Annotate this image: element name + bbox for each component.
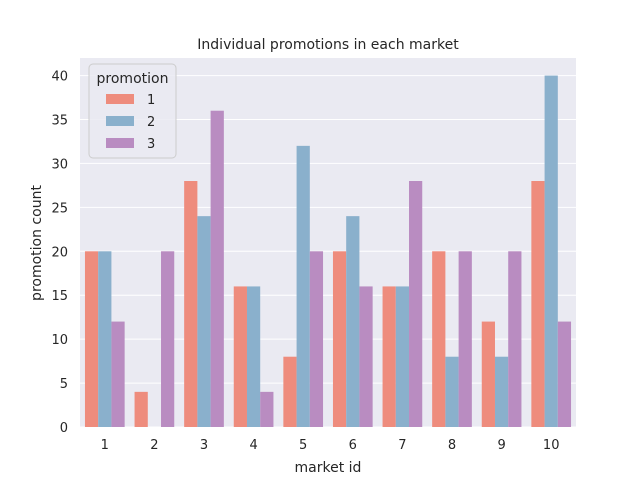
- y-tick-label: 0: [60, 421, 68, 436]
- bar-market-3-promotion-2: [197, 216, 211, 427]
- x-tick-label: 2: [150, 438, 158, 453]
- legend-label: 2: [147, 115, 155, 130]
- y-tick-label: 5: [60, 377, 68, 392]
- bar-market-1-promotion-1: [84, 251, 99, 427]
- y-tick-label: 40: [51, 70, 68, 85]
- bar-market-5-promotion-3: [309, 251, 324, 427]
- bar-market-10-promotion-1: [531, 181, 545, 427]
- bar-market-3-promotion-3: [210, 110, 224, 427]
- x-tick-label: 1: [101, 438, 109, 453]
- bar-market-8-promotion-3: [458, 251, 472, 427]
- legend-box: [88, 63, 177, 159]
- legend-swatch: [106, 138, 134, 148]
- bar-market-6-promotion-1: [332, 251, 347, 427]
- bar-market-7-promotion-3: [409, 181, 423, 427]
- bar-market-6-promotion-2: [346, 216, 360, 427]
- chart-title: Individual promotions in each market: [197, 37, 459, 53]
- legend-swatch: [106, 94, 134, 104]
- y-tick-label: 15: [51, 289, 68, 304]
- y-tick-label: 35: [51, 114, 68, 129]
- bar-market-1-promotion-3: [111, 321, 125, 427]
- bar-market-4-promotion-1: [233, 286, 247, 427]
- bar-market-6-promotion-3: [359, 286, 373, 427]
- y-tick-label: 20: [51, 245, 68, 260]
- y-tick-label: 25: [51, 201, 68, 216]
- bar-market-4-promotion-3: [260, 391, 274, 427]
- bar-market-9-promotion-1: [481, 321, 495, 427]
- x-tick-label: 7: [398, 438, 406, 453]
- bars: [84, 75, 572, 428]
- x-tick-labels: 1 2 3 4 5 6 7 8 9 10: [101, 438, 560, 453]
- x-tick-label: 8: [448, 438, 456, 453]
- legend-swatch: [106, 116, 134, 126]
- legend: promotion 1 2 3: [88, 63, 177, 159]
- legend-title: promotion: [97, 71, 169, 87]
- bar-market-5-promotion-1: [283, 356, 297, 427]
- bar-market-8-promotion-2: [445, 356, 459, 427]
- bar-market-3-promotion-1: [184, 181, 198, 427]
- bar-market-10-promotion-3: [557, 321, 572, 427]
- y-tick-label: 10: [51, 333, 68, 348]
- x-axis-label: market id: [295, 460, 362, 476]
- x-tick-label: 6: [349, 438, 357, 453]
- bar-market-1-promotion-2: [98, 251, 112, 427]
- y-tick-label: 30: [51, 157, 68, 172]
- bar-market-2-promotion-3: [161, 251, 175, 427]
- bar-market-4-promotion-2: [246, 286, 261, 427]
- bar-market-7-promotion-1: [382, 286, 396, 427]
- x-tick-label: 10: [543, 438, 560, 453]
- legend-label: 1: [147, 93, 155, 108]
- y-axis-label: promotion count: [29, 185, 45, 301]
- x-tick-label: 4: [249, 438, 257, 453]
- x-tick-label: 9: [497, 438, 505, 453]
- bar-market-10-promotion-2: [544, 75, 558, 428]
- bar-market-2-promotion-1: [134, 391, 148, 427]
- bar-market-5-promotion-2: [296, 145, 310, 427]
- x-tick-label: 3: [200, 438, 208, 453]
- bar-market-8-promotion-1: [432, 251, 446, 427]
- bar-market-9-promotion-2: [494, 356, 509, 427]
- x-tick-label: 5: [299, 438, 307, 453]
- bar-market-7-promotion-2: [395, 286, 410, 427]
- bar-market-9-promotion-3: [508, 251, 522, 427]
- y-tick-labels: 0 5 10 15 20 25 30 35 40: [51, 70, 68, 436]
- legend-label: 3: [147, 137, 155, 152]
